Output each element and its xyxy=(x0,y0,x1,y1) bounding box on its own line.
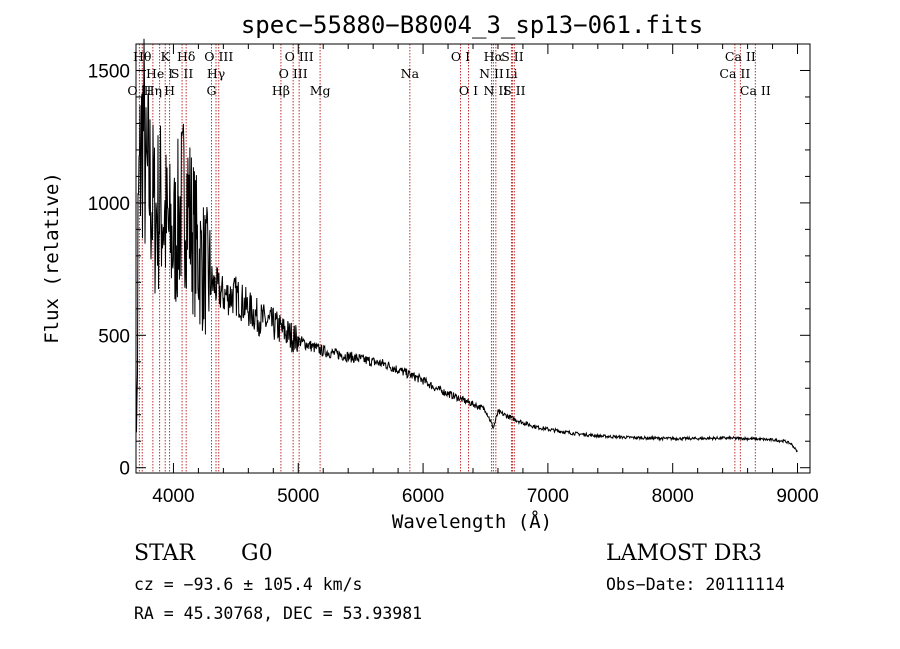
line-marker-label: Hγ xyxy=(207,66,225,81)
line-marker-label: Ca II xyxy=(725,49,756,64)
x-tick-label: 4000 xyxy=(152,486,194,507)
x-axis-label: Wavelength (Å) xyxy=(392,510,552,533)
line-marker-label: Hα xyxy=(484,49,504,64)
x-tick-label: 7000 xyxy=(527,486,569,507)
line-marker-label: He I xyxy=(146,66,173,81)
chart-title: spec−55880−B8004_3_sp13−061.fits xyxy=(241,11,703,39)
line-marker-label: N II xyxy=(479,66,504,81)
y-axis-label: Flux (relative) xyxy=(41,172,63,344)
y-tick-label: 1000 xyxy=(88,194,130,215)
line-marker-label: Mg xyxy=(310,83,331,98)
line-marker-label: O III xyxy=(285,49,314,64)
line-marker-label: G xyxy=(207,83,217,98)
line-marker-label: Na xyxy=(401,66,420,81)
observation-date: Obs−Date: 20111114 xyxy=(606,575,785,594)
survey-name: LAMOST DR3 xyxy=(606,541,762,566)
redshift-velocity: cz = −93.6 ± 105.4 km/s xyxy=(134,575,362,594)
line-marker-label: Ca II xyxy=(740,83,771,98)
y-tick-label: 500 xyxy=(98,326,130,347)
line-marker-label: O I xyxy=(451,49,470,64)
y-tick-label: 1500 xyxy=(88,61,130,82)
line-marker-label: Hβ xyxy=(272,83,290,98)
line-marker-label: S II xyxy=(503,83,525,98)
line-marker-label: Hδ xyxy=(177,49,195,64)
line-marker-label: Li xyxy=(505,66,517,81)
x-tick-label: 5000 xyxy=(277,486,319,507)
line-marker-label: Hθ xyxy=(133,49,151,64)
sky-coordinates: RA = 45.30768, DEC = 53.93981 xyxy=(134,604,422,623)
y-axis-ticks: 0 500 1000 1500 xyxy=(88,43,810,480)
emission-line-labels: O II Hθ Hη He I K H S II Hδ G Hγ O III Hβ O III O III… xyxy=(127,49,771,98)
x-axis-ticks: 4000 5000 6000 7000 8000 9000 xyxy=(152,44,819,507)
line-marker-label: O I xyxy=(459,83,478,98)
line-marker-label: Hη xyxy=(144,83,162,98)
line-marker-label: O II xyxy=(127,83,151,98)
spectrum-line xyxy=(135,38,798,453)
line-marker-label: O III xyxy=(204,49,233,64)
line-marker-label: S II xyxy=(501,49,523,64)
line-marker-label: Ca II xyxy=(719,66,750,81)
spectral-subclass: G0 xyxy=(241,541,273,566)
line-marker-label: N II xyxy=(483,83,508,98)
line-marker-label: K xyxy=(161,49,171,64)
emission-line-markers xyxy=(138,44,756,473)
line-marker-label: H xyxy=(164,83,175,98)
object-class: STAR xyxy=(134,541,196,566)
line-marker-label: S II xyxy=(171,66,193,81)
y-tick-label: 0 xyxy=(119,459,130,480)
x-tick-label: 6000 xyxy=(402,486,444,507)
x-tick-label: 9000 xyxy=(776,486,818,507)
line-marker-label: O III xyxy=(279,66,308,81)
x-tick-label: 8000 xyxy=(652,486,694,507)
plot-frame xyxy=(135,43,811,474)
